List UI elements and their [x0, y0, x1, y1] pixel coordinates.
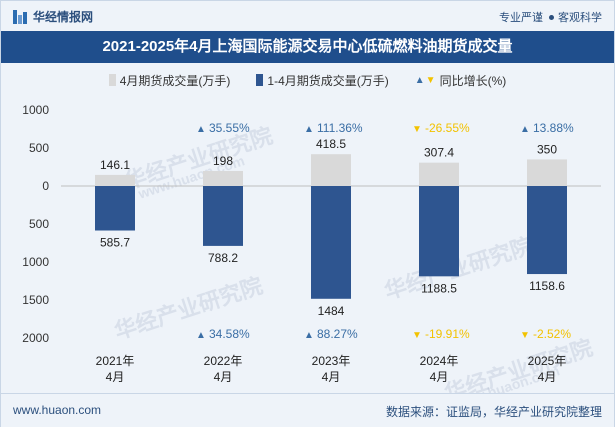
growth-label-monthly: 13.88% [533, 121, 574, 135]
growth-up-icon: ▲ [304, 330, 314, 341]
footer-source: 数据来源：证监局，华经产业研究院整理 [385, 405, 602, 419]
data-label-cumulative: 585.7 [100, 236, 130, 250]
growth-label-cumulative: -19.91% [425, 327, 470, 341]
y-tick-label: 1000 [22, 255, 49, 269]
growth-label-monthly: 35.55% [209, 121, 250, 135]
legend-up-triangle-icon: ▲ [414, 74, 425, 86]
data-label-monthly: 418.5 [316, 137, 346, 151]
data-label-cumulative: 788.2 [208, 251, 238, 265]
legend-item-monthly: 4月期货成交量(万手) [108, 71, 231, 89]
data-label-monthly: 307.4 [424, 146, 454, 160]
x-tick-label: 2025年 [528, 354, 567, 368]
x-tick-label: 4月 [214, 370, 233, 384]
growth-up-icon: ▲ [304, 124, 314, 135]
legend-swatch-cumulative [256, 74, 264, 86]
legend-item-growth: ▲ ▼ 同比增长(%) [415, 71, 506, 89]
x-tick-label: 2023年 [312, 354, 351, 368]
growth-down-icon: ▼ [520, 330, 530, 341]
y-tick-label: 500 [29, 141, 49, 155]
bar-monthly [203, 170, 243, 186]
legend-label-monthly: 4月期货成交量(万手) [119, 73, 231, 88]
footer: www.huaon.com 数据来源：证监局，华经产业研究院整理 [1, 393, 614, 427]
bar-cumulative [95, 186, 135, 231]
growth-up-icon: ▲ [196, 124, 206, 135]
bar-monthly [95, 174, 135, 186]
growth-label-cumulative: 34.58% [209, 327, 250, 341]
chart-title: 2021-2025年4月上海国际能源交易中心低硫燃料油期货成交量 [1, 31, 614, 63]
legend-down-triangle-icon: ▼ [425, 74, 436, 86]
growth-label-monthly: 111.36% [317, 121, 363, 135]
legend-label-cumulative: 1-4月期货成交量(万手) [267, 73, 389, 88]
data-label-cumulative: 1158.6 [529, 279, 565, 293]
bar-cumulative [419, 186, 459, 277]
growth-label-monthly: -26.55% [425, 121, 470, 135]
data-label-cumulative: 1188.5 [421, 281, 457, 295]
growth-down-icon: ▼ [412, 330, 422, 341]
data-label-cumulative: 1484 [318, 304, 345, 318]
bar-cumulative [311, 186, 351, 299]
brand-name: 华经情报网 [33, 10, 94, 24]
x-tick-label: 4月 [106, 370, 125, 384]
legend-item-cumulative: 1-4月期货成交量(万手) [256, 71, 389, 89]
footer-site: www.huaon.com [13, 403, 102, 417]
brand: 华经情报网 [13, 8, 93, 25]
x-tick-label: 4月 [538, 370, 557, 384]
x-tick-label: 4月 [322, 370, 341, 384]
bar-monthly [527, 159, 567, 186]
data-label-monthly: 198 [213, 154, 233, 168]
x-tick-label: 4月 [430, 370, 449, 384]
tagline-left: 专业严谨 [499, 12, 543, 24]
growth-label-cumulative: -2.52% [533, 327, 571, 341]
chart-plot: 1000 500 0 500 1000 1500 2000 146.1 585.7 2021年 4月… [22, 103, 601, 384]
data-label-monthly: 146.1 [100, 158, 130, 172]
x-tick-label: 2021年 [96, 354, 135, 368]
bar-cumulative [527, 186, 567, 275]
tagline: 专业严谨 客观科学 [499, 9, 602, 25]
tagline-right: 客观科学 [558, 12, 602, 24]
legend: 4月期货成交量(万手) 1-4月期货成交量(万手) ▲ ▼ 同比增长(%) [1, 71, 614, 89]
y-tick-label: 1500 [22, 293, 49, 307]
bar-monthly [419, 162, 459, 186]
y-tick-label: 500 [29, 217, 49, 231]
growth-up-icon: ▲ [520, 124, 530, 135]
growth-up-icon: ▲ [196, 330, 206, 341]
bar-monthly [311, 154, 351, 186]
y-tick-label: 2000 [22, 331, 49, 345]
bar-cumulative [203, 186, 243, 246]
growth-down-icon: ▼ [412, 124, 422, 135]
y-tick-label: 0 [42, 179, 49, 193]
growth-label-cumulative: 88.27% [317, 327, 358, 341]
top-bar: 华经情报网 专业严谨 客观科学 [1, 1, 614, 31]
legend-label-growth: 同比增长(%) [439, 73, 507, 88]
data-label-monthly: 350 [537, 142, 557, 156]
brand-logo-icon [13, 9, 27, 24]
tagline-dot-icon [549, 15, 554, 21]
x-tick-label: 2024年 [420, 354, 459, 368]
legend-swatch-monthly [108, 74, 116, 86]
y-tick-label: 1000 [22, 103, 49, 117]
x-tick-label: 2022年 [204, 354, 243, 368]
